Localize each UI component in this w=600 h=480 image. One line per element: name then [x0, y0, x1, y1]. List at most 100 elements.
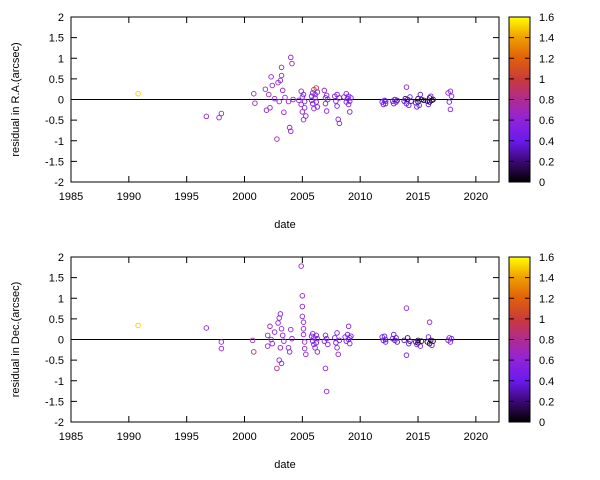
data-point — [417, 343, 424, 349]
x-tick-label: 2000 — [232, 191, 256, 203]
y-tick-label: 0 — [58, 95, 64, 107]
colorbar-tick-label: 0.8 — [539, 335, 554, 347]
colorbar-tick-label: 1 — [539, 314, 545, 326]
data-point — [252, 100, 258, 106]
data-point — [322, 365, 329, 372]
data-point — [301, 345, 308, 352]
data-point — [406, 102, 412, 109]
data-point — [408, 98, 414, 104]
y-tick-label: 1.5 — [49, 33, 64, 45]
data-point — [298, 101, 304, 108]
data-point — [421, 97, 427, 104]
data-point — [403, 352, 410, 358]
data-point — [415, 337, 421, 344]
data-point — [135, 90, 141, 97]
data-point — [313, 332, 319, 339]
data-point — [281, 338, 287, 344]
colorbar-tick-label: 1.6 — [539, 252, 554, 264]
data-point — [430, 96, 436, 103]
data-point — [203, 113, 210, 120]
data-point — [274, 365, 280, 372]
data-point — [321, 87, 328, 94]
data-point — [279, 332, 286, 339]
data-point — [447, 106, 454, 113]
data-point — [278, 64, 285, 71]
x-tick-label: 2000 — [232, 431, 256, 443]
data-point — [418, 338, 425, 344]
data-point — [282, 94, 288, 101]
x-tick-label: 2015 — [406, 431, 430, 443]
x-tick-label: 2010 — [348, 191, 372, 203]
data-point — [268, 74, 274, 80]
data-point — [271, 95, 278, 102]
data-point — [336, 120, 343, 127]
data-point — [288, 128, 294, 135]
data-point — [218, 110, 225, 117]
x-axis-label: date — [274, 459, 295, 471]
colorbar-tick-label: 0.4 — [539, 136, 554, 148]
data-point — [301, 339, 308, 345]
x-tick-label: 2005 — [290, 191, 314, 203]
x-tick-label: 1995 — [174, 431, 198, 443]
y-tick-label: 0 — [58, 335, 64, 347]
data-point — [334, 345, 340, 351]
colorbar-tick-label: 0 — [539, 417, 545, 429]
data-point — [299, 313, 306, 320]
data-point — [313, 99, 319, 105]
y-tick-label: 1.5 — [49, 273, 64, 285]
data-point — [314, 104, 321, 110]
x-axis-label: date — [274, 219, 295, 231]
y-tick-label: -2 — [54, 177, 64, 189]
data-point — [314, 335, 321, 342]
data-point — [382, 100, 389, 107]
data-point — [300, 331, 307, 338]
data-point — [218, 345, 225, 352]
data-point — [264, 343, 271, 349]
colorbar-tick-label: 1.4 — [539, 33, 554, 45]
data-point — [348, 95, 354, 101]
colorbar-tick-label: 1.4 — [539, 273, 554, 285]
y-tick-label: 1 — [58, 53, 64, 65]
y-axis-label: residual in Dec.(arcsec) — [10, 282, 22, 398]
data-point — [426, 319, 433, 325]
x-tick-label: 1985 — [59, 431, 83, 443]
data-point — [285, 98, 292, 105]
data-point — [394, 97, 400, 104]
y-tick-label: 1 — [58, 293, 64, 305]
data-point — [274, 136, 280, 142]
data-point — [314, 349, 321, 355]
y-tick-label: 0.5 — [49, 74, 64, 86]
data-point — [382, 98, 389, 104]
colorbar-tick-label: 0.4 — [539, 376, 554, 388]
data-point — [314, 89, 321, 95]
colorbar-tick-label: 1.2 — [539, 53, 554, 65]
colorbar-tick-label: 1.6 — [539, 12, 554, 24]
data-point — [264, 332, 271, 339]
data-point — [277, 77, 284, 84]
data-point — [277, 345, 284, 351]
y-axis-label: residual in R.A.(arcsec) — [10, 42, 22, 156]
data-point — [407, 338, 413, 344]
data-point — [289, 335, 295, 342]
colorbar-tick-label: 0.2 — [539, 156, 554, 168]
data-point — [267, 323, 273, 330]
data-point — [286, 349, 293, 355]
data-point — [394, 339, 400, 345]
data-point — [345, 101, 352, 108]
data-point — [278, 360, 285, 367]
data-point — [425, 334, 432, 340]
data-point — [334, 330, 340, 336]
data-point — [276, 98, 282, 105]
x-tick-label: 2020 — [464, 431, 488, 443]
data-point — [289, 60, 295, 67]
ra-residual-panel: 1985 1990 1995 2000 2005 2010 2015 2020-2-1.5-1… — [10, 12, 554, 231]
data-point — [381, 333, 388, 339]
x-tick-label: 1985 — [59, 191, 83, 203]
x-tick-label: 1990 — [117, 191, 141, 203]
data-point — [447, 88, 454, 94]
data-point — [381, 97, 388, 104]
data-point — [296, 97, 302, 104]
data-point — [335, 351, 341, 358]
data-point — [429, 97, 435, 104]
